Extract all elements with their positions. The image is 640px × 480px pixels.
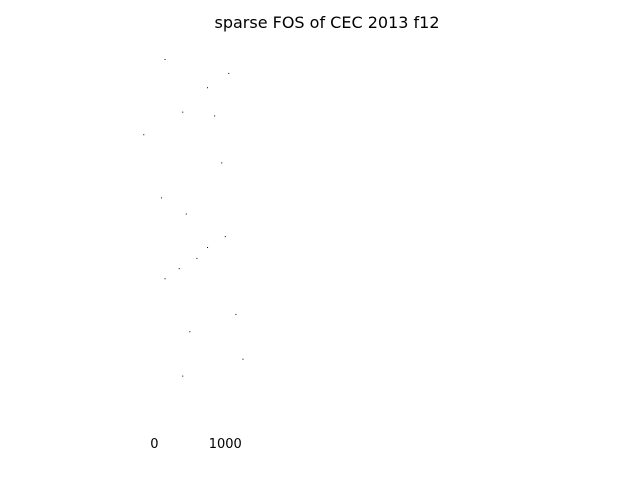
data-point xyxy=(214,115,216,117)
data-point xyxy=(235,313,237,315)
x-tick-label: 0 xyxy=(150,437,158,452)
x-tick-label: 1000 xyxy=(209,437,242,452)
data-point xyxy=(164,59,166,61)
data-point xyxy=(143,134,145,136)
data-point xyxy=(207,247,209,249)
data-point xyxy=(185,213,187,215)
data-point xyxy=(164,278,166,280)
data-point xyxy=(160,197,162,199)
data-point xyxy=(228,72,230,74)
data-point xyxy=(221,162,223,164)
data-point xyxy=(178,268,180,270)
data-point xyxy=(207,87,209,89)
data-point xyxy=(196,257,198,259)
data-point xyxy=(182,111,184,113)
data-point xyxy=(182,375,184,377)
x-ticks: 0 1000 xyxy=(150,437,242,452)
data-point xyxy=(242,358,244,360)
data-point xyxy=(189,331,191,333)
points-layer xyxy=(143,59,244,377)
chart-title: sparse FOS of CEC 2013 f12 xyxy=(214,13,439,32)
data-point xyxy=(224,236,226,238)
